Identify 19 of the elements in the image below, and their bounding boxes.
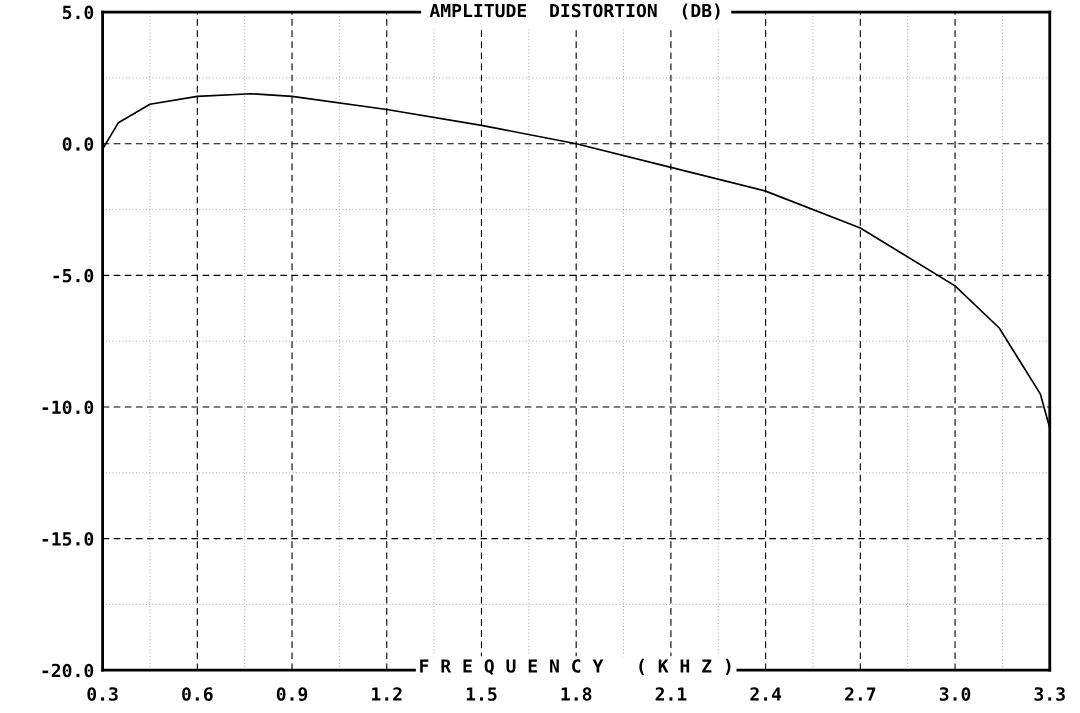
x-tick-label: 0.3: [87, 687, 118, 701]
y-tick-label: -20.0: [42, 663, 94, 678]
y-tick-label: 0.0: [62, 137, 94, 151]
y-tick-label: -15.0: [42, 532, 94, 546]
x-tick-label: 1.2: [372, 687, 402, 701]
x-tick-label: 0.6: [182, 687, 213, 701]
x-tick-label: 1.8: [561, 687, 592, 701]
x-tick-label: 3.0: [939, 687, 971, 701]
y-tick-label: 5.0: [62, 5, 94, 20]
x-tick-label: 1.5: [466, 687, 497, 701]
y-tick-label: -10.0: [42, 400, 94, 415]
x-tick-label: 2.4: [750, 687, 782, 701]
x-tick-label: 3.3: [1034, 687, 1065, 701]
x-tick-label: 0.9: [276, 687, 308, 701]
x-tick-label: 2.1: [655, 687, 687, 701]
x-axis-title: F R E Q U E N C Y ( K H Z ): [420, 658, 731, 676]
x-tick-label: 2.7: [845, 687, 876, 701]
chart-title: AMPLITUDE DISTORTION (DB): [429, 3, 720, 20]
y-tick-label: -5.0: [53, 268, 94, 283]
